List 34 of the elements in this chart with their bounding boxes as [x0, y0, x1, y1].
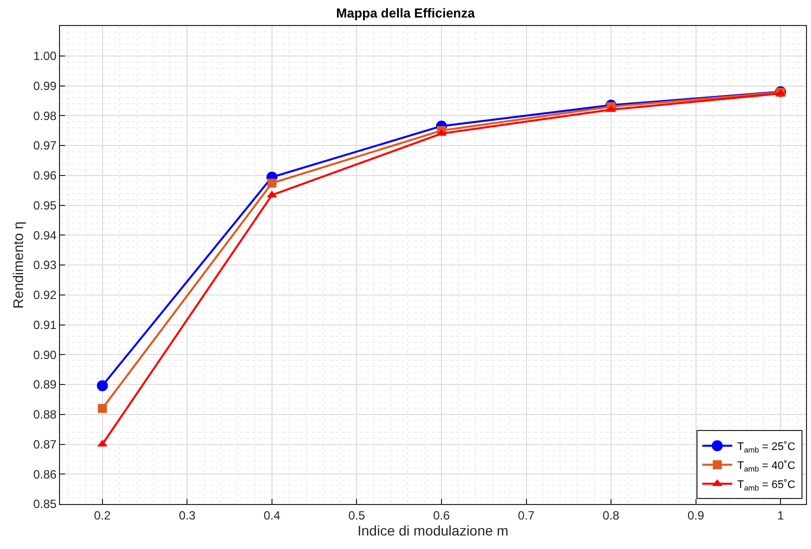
y-axis-title: Rendimento η	[10, 221, 26, 309]
point	[267, 178, 276, 188]
x-tick-label: 0.2	[94, 508, 112, 522]
y-tick-label: 0.87	[33, 437, 57, 452]
y-tick-label: 0.91	[33, 318, 57, 332]
y-tick-label: 0.96	[33, 168, 57, 183]
x-tick-label: 0.4	[264, 508, 281, 522]
point	[98, 404, 107, 413]
legend-label: T$_{amb}$ = 25˚C	[737, 441, 796, 454]
y-tick-label: 0.98	[33, 108, 57, 123]
y-tick-label: 0.85	[33, 497, 57, 512]
x-tick-label: 0.8	[602, 508, 620, 522]
y-tick-label: 0.94	[33, 228, 57, 242]
y-tick-label: 0.88	[33, 408, 57, 422]
chart-title: Mappa della Efficienza	[336, 5, 476, 20]
x-tick-label: 0.5	[348, 508, 366, 522]
legend-label: T$_{amb}$ = 40˚C	[737, 460, 796, 474]
x-tick-label: 0.6	[433, 508, 450, 522]
y-tick-label: 1.00	[33, 49, 57, 64]
point	[96, 380, 108, 392]
y-tick-label: 0.92	[33, 288, 57, 302]
x-tick-label: 0.9	[687, 508, 704, 522]
x-tick-label: 0.7	[518, 508, 535, 522]
y-tick-label: 0.90	[33, 348, 57, 362]
legend-label: T$_{amb}$ = 65˚C	[737, 479, 796, 492]
y-tick-label: 0.89	[33, 378, 57, 392]
x-tick-label: 1	[777, 508, 784, 522]
y-tick-label: 0.86	[33, 467, 57, 482]
x-axis-title: Indice di modulazione m	[358, 522, 508, 539]
y-tick-label: 0.99	[33, 78, 57, 93]
y-tick-label: 0.95	[33, 198, 57, 212]
x-tick-label: 0.3	[178, 508, 196, 522]
y-tick-label: 0.93	[33, 258, 57, 272]
y-tick-label: 0.97	[33, 138, 57, 153]
